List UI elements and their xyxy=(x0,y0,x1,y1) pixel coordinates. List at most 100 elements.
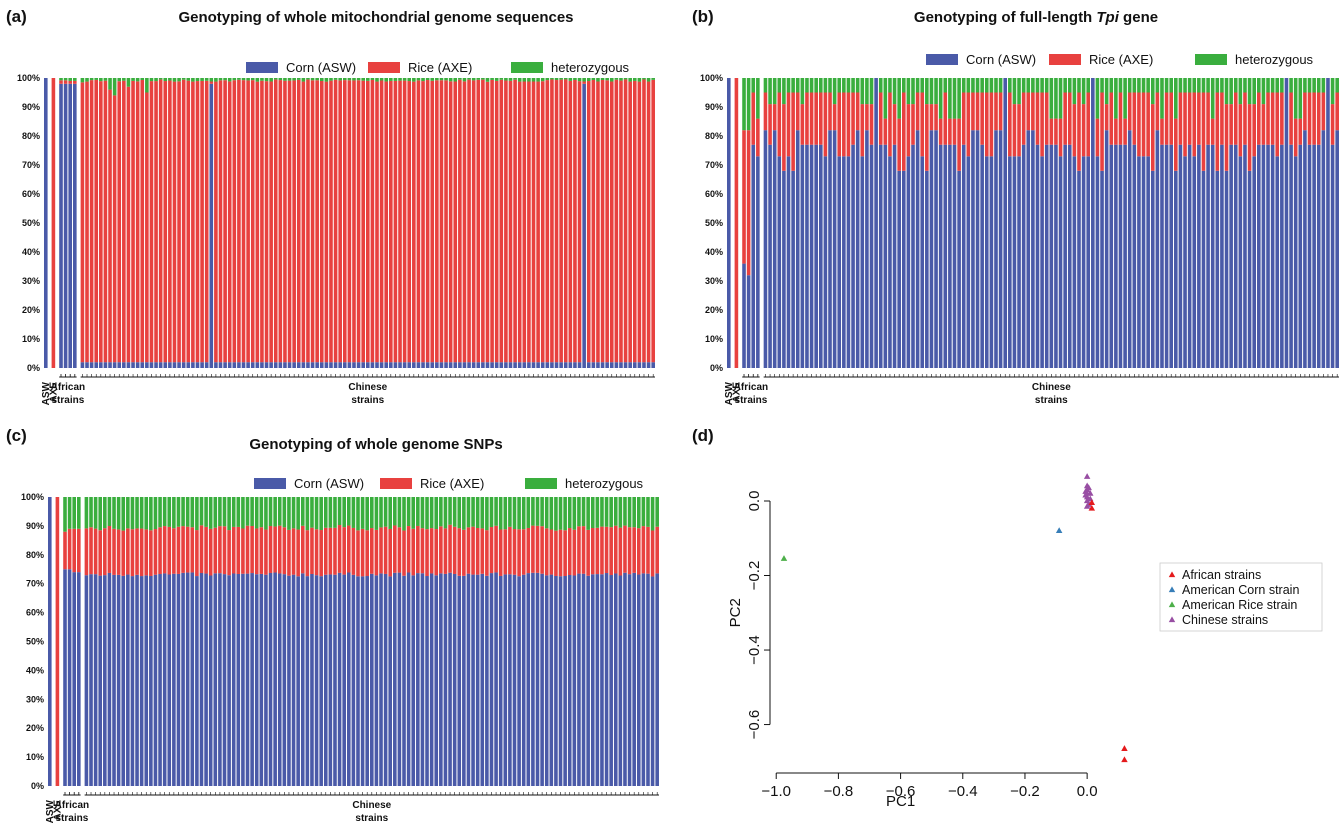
bar-corn xyxy=(407,362,412,368)
bar-rice xyxy=(287,529,291,576)
y-tick-label: 90% xyxy=(26,521,44,531)
bar-corn xyxy=(1132,144,1137,368)
bar-corn xyxy=(1243,144,1247,368)
bar-corn xyxy=(356,576,360,786)
bar-rice xyxy=(135,81,140,363)
bar-corn xyxy=(1040,156,1044,368)
bar-corn xyxy=(975,130,980,368)
bar-rice xyxy=(897,118,901,171)
bar-heterozygous xyxy=(828,78,832,93)
bar-corn xyxy=(883,144,888,368)
bar-heterozygous xyxy=(213,497,218,528)
bar-rice xyxy=(439,80,444,363)
bar-heterozygous xyxy=(531,497,535,526)
bar-corn xyxy=(283,362,287,368)
bar-heterozygous xyxy=(915,78,920,93)
legend-marker xyxy=(1168,571,1176,578)
bar-rice xyxy=(397,527,402,573)
bar-corn xyxy=(526,573,531,786)
bar-corn xyxy=(1266,144,1270,368)
bar-rice xyxy=(352,80,356,363)
bar-heterozygous xyxy=(1031,78,1035,93)
bar-corn xyxy=(1174,170,1178,368)
bar-corn xyxy=(204,573,208,786)
bar-corn xyxy=(273,362,278,368)
bar-rice xyxy=(1008,92,1012,157)
bar-rice xyxy=(481,79,485,363)
bar-heterozygous xyxy=(116,497,121,530)
bar-heterozygous xyxy=(329,78,333,81)
bar-heterozygous xyxy=(1104,78,1109,105)
bar-rice xyxy=(379,527,383,574)
y-tick-label: 0.0 xyxy=(746,491,763,512)
bar-rice xyxy=(1335,92,1339,131)
bar-heterozygous xyxy=(800,78,805,105)
bar-rice xyxy=(1012,104,1017,157)
bar-corn xyxy=(149,362,154,368)
bar-corn xyxy=(416,573,420,786)
bar-corn xyxy=(892,144,897,368)
bar-rice xyxy=(637,81,642,363)
bar-corn xyxy=(374,575,379,786)
bar-heterozygous xyxy=(1058,78,1063,119)
bar-corn xyxy=(319,362,324,368)
bar-rice xyxy=(961,92,966,145)
y-tick-label: 30% xyxy=(26,694,44,704)
bar-corn xyxy=(406,572,411,786)
bar-rice xyxy=(126,86,131,363)
bar-corn xyxy=(117,362,122,368)
bar-rice xyxy=(416,525,420,574)
bar-corn xyxy=(116,574,121,786)
bar-heterozygous xyxy=(337,497,342,526)
bar-heterozygous xyxy=(637,78,642,82)
bar-corn xyxy=(727,78,731,368)
bar-rice xyxy=(1169,92,1174,145)
y-tick-label: −0.2 xyxy=(746,561,763,591)
bar-corn xyxy=(315,362,319,368)
bar-rice xyxy=(260,80,264,363)
bar-heterozygous xyxy=(365,497,369,531)
bar-corn xyxy=(254,574,259,786)
bar-rice xyxy=(277,525,282,574)
bar-corn xyxy=(619,362,623,368)
bar-heterozygous xyxy=(651,78,655,80)
bar-heterozygous xyxy=(600,78,605,80)
bar-corn xyxy=(1114,144,1118,368)
bar-corn xyxy=(554,575,558,786)
bar-corn xyxy=(195,362,200,368)
bar-heterozygous xyxy=(384,78,389,82)
bar-heterozygous xyxy=(590,497,595,529)
bar-rice xyxy=(1178,92,1183,145)
bar-heterozygous xyxy=(498,497,503,530)
bar-corn xyxy=(600,574,604,786)
legend-label: Chinese strains xyxy=(1182,613,1268,627)
bar-heterozygous xyxy=(360,497,365,529)
bar-corn xyxy=(490,362,494,368)
bar-corn xyxy=(1326,78,1330,368)
bar-corn xyxy=(130,576,135,786)
point-marker xyxy=(1085,484,1092,491)
bar-corn xyxy=(227,362,232,368)
bar-corn xyxy=(107,572,112,786)
bar-rice xyxy=(1063,92,1067,145)
bar-corn xyxy=(361,362,365,368)
bar-rice xyxy=(356,530,360,577)
bar-rice xyxy=(1026,92,1031,131)
y-tick-label: 40% xyxy=(22,247,40,257)
bar-corn xyxy=(786,156,791,368)
y-tick-label: 80% xyxy=(705,131,723,141)
bar-heterozygous xyxy=(832,78,837,105)
bar-rice xyxy=(458,79,462,363)
bar-rice xyxy=(246,80,250,363)
bar-corn xyxy=(763,130,768,368)
bar-corn xyxy=(475,574,480,786)
bar-heterozygous xyxy=(181,497,185,527)
bar-corn xyxy=(878,144,883,368)
bar-heterozygous xyxy=(475,497,480,528)
bar-rice xyxy=(865,104,869,131)
bar-corn xyxy=(237,362,241,368)
bar-corn xyxy=(1238,156,1243,368)
bar-corn xyxy=(277,573,282,786)
bar-rice xyxy=(84,528,89,576)
y-axis: 0% 10% 20% 30% 40% 50% 60% 70% 80% 90% 100% xyxy=(21,492,44,791)
